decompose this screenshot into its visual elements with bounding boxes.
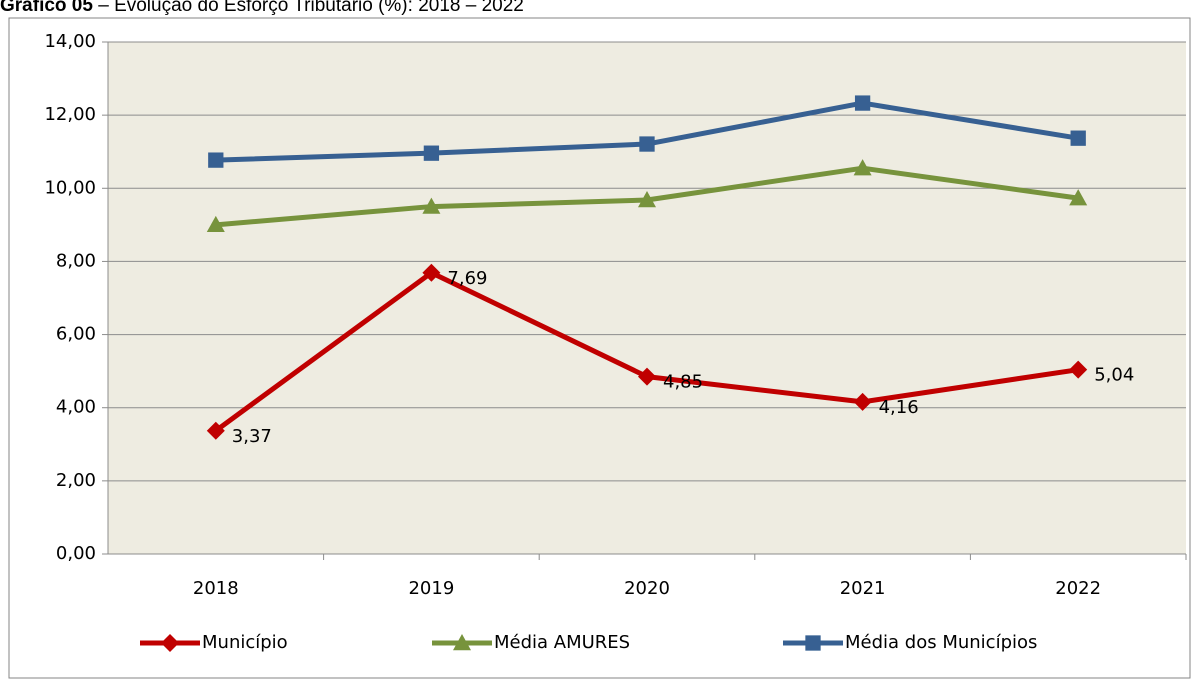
marker (854, 95, 871, 111)
marker (423, 145, 440, 161)
legend-label: Média AMURES (494, 632, 630, 653)
marker (638, 367, 656, 386)
marker (453, 634, 471, 651)
x-tick-label: 2020 (624, 578, 670, 599)
marker (422, 197, 441, 214)
marker (208, 152, 224, 168)
data-label: 5,04 (1094, 365, 1134, 386)
x-tick-label: 2021 (840, 578, 886, 599)
legend-label: Município (202, 632, 288, 653)
marker (161, 634, 179, 652)
x-tick-label: 2019 (408, 578, 454, 599)
y-tick-label: 0,00 (56, 543, 96, 564)
data-label: 4,16 (879, 397, 919, 418)
title-prefix: Gráfico 05 (0, 0, 93, 16)
data-label: 4,85 (663, 372, 703, 393)
legend-label: Média dos Municípios (845, 632, 1037, 653)
y-tick-label: 2,00 (56, 470, 96, 491)
data-label: 7,69 (447, 268, 487, 289)
marker (422, 263, 441, 282)
marker (1069, 189, 1088, 206)
marker (805, 635, 821, 651)
y-tick-label: 8,00 (56, 250, 96, 271)
x-tick-label: 2018 (193, 578, 239, 599)
y-tick-label: 10,00 (44, 177, 96, 198)
title-text: – Evolução do Esforço Tributário (%): 20… (98, 0, 524, 16)
marker (638, 190, 656, 208)
marker (1070, 130, 1086, 146)
marker (639, 136, 655, 152)
y-tick-label: 6,00 (56, 324, 96, 345)
y-tick-label: 12,00 (44, 104, 96, 125)
marker (1069, 360, 1088, 379)
y-tick-label: 14,00 (44, 31, 96, 52)
marker (853, 392, 872, 411)
y-tick-label: 4,00 (56, 397, 96, 418)
x-tick-label: 2022 (1055, 578, 1101, 599)
plot-area (108, 42, 1186, 554)
marker (206, 421, 225, 440)
marker (206, 215, 225, 233)
marker (853, 159, 872, 176)
chart-title: Gráfico 05 – Evolução do Esforço Tributá… (0, 0, 524, 16)
data-label: 3,37 (232, 426, 272, 447)
